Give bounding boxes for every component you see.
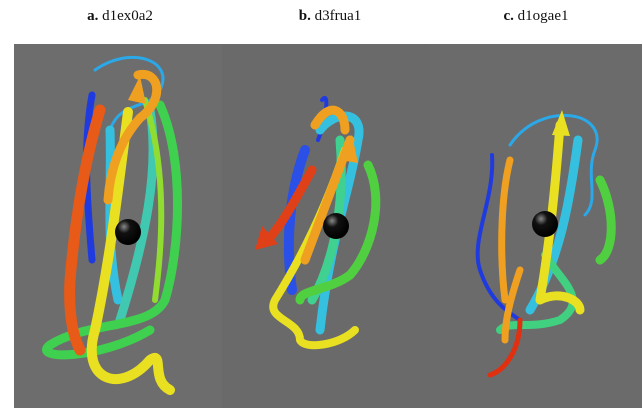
ion-sphere — [115, 219, 141, 245]
panel-name: d1ex0a2 — [102, 8, 153, 24]
ion-sphere — [532, 211, 558, 237]
page: a. d1ex0a2 b. d3frua1 c. d1ogae1 — [0, 0, 642, 408]
panel-letter: b. — [299, 8, 311, 24]
panel-name: d1ogae1 — [518, 8, 569, 24]
ion-sphere — [323, 213, 349, 239]
panel-letter: a. — [87, 8, 99, 24]
panel-name: d3frua1 — [315, 8, 362, 24]
panel-label: a. d1ex0a2 — [87, 8, 153, 24]
panel-label: c. d1ogae1 — [504, 8, 569, 24]
figure: a. d1ex0a2 b. d3frua1 c. d1ogae1 — [0, 0, 642, 408]
panel-letter: c. — [504, 8, 515, 24]
panel-label: b. d3frua1 — [299, 8, 362, 24]
